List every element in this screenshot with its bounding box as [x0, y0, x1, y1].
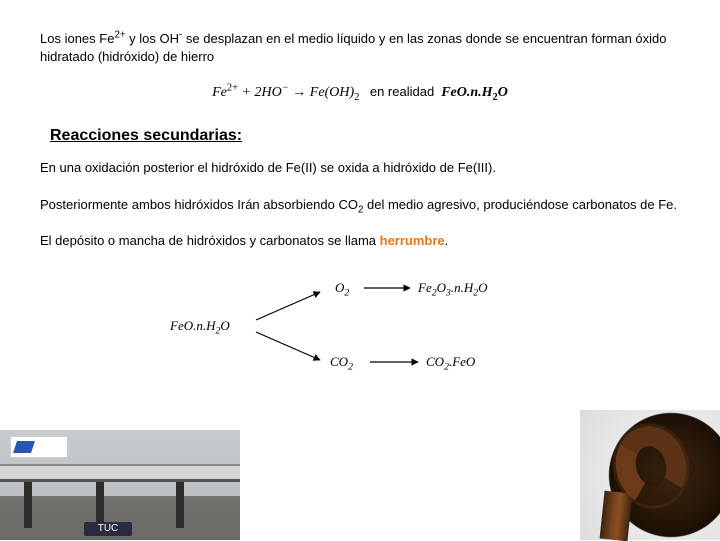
para-1: En una oxidación posterior el hidróxido … — [40, 159, 680, 177]
diagram-fe2o3-label: Fe2O3.n.H2O — [418, 280, 488, 296]
equation-note: en realidad — [370, 84, 434, 99]
para-3: El depósito o mancha de hidróxidos y car… — [40, 232, 680, 250]
tuc-badge: TUC — [84, 522, 132, 536]
reaction-diagram: FeO.n.H2O O2 Fe2O3.n.H2O CO2 CO2.FeO — [170, 270, 550, 390]
para-3-suffix: . — [445, 233, 449, 248]
diagram-left-label: FeO.n.H2O — [170, 318, 230, 334]
para-2: Posteriormente ambos hidróxidos Irán abs… — [40, 196, 680, 214]
diagram-co2-label: CO2 — [330, 354, 353, 370]
herrumbre-highlight: herrumbre — [380, 233, 445, 248]
photo-bus-shelter: TUC — [0, 430, 240, 540]
section-title: Reacciones secundarias: — [50, 127, 680, 145]
intro-text: Los iones Fe2+ y los OH- se desplazan en… — [40, 30, 680, 66]
photo-rusted-nail — [580, 410, 720, 540]
equation-rhs: FeO.n.H2O — [441, 85, 508, 100]
diagram-o2-label: O2 — [335, 280, 349, 296]
primary-equation: Fe2+ + 2HO− → Fe(OH)2 en realidad FeO.n.… — [40, 84, 680, 101]
para-3-prefix: El depósito o mancha de hidróxidos y car… — [40, 233, 380, 248]
logo-icon — [10, 436, 68, 458]
equation-lhs: Fe2+ + 2HO− → Fe(OH)2 — [212, 85, 359, 100]
diagram-co2feo-label: CO2.FeO — [426, 354, 475, 370]
